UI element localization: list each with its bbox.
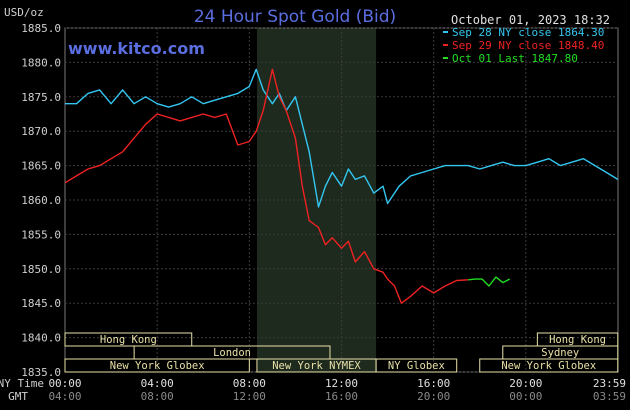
y-tick-label: 1885.0 [21, 22, 61, 35]
session-box [479, 358, 619, 373]
gmt-tick-label: 04:00 [48, 390, 81, 403]
session-label: NY Globex [388, 360, 445, 372]
gmt-tick-label: 20:00 [417, 390, 450, 403]
ny-time-tick-label: 23:59 [593, 377, 626, 390]
y-tick-label: 1850.0 [21, 263, 61, 276]
ny-time-tick-label: 20:00 [509, 377, 542, 390]
ny-time-tick-label: 08:00 [233, 377, 266, 390]
y-tick-label: 1845.0 [21, 297, 61, 310]
session-box [64, 332, 193, 347]
session-label: New York Globex [501, 360, 596, 372]
site-watermark: www.kitco.com [68, 39, 205, 58]
ny-time-tick-label: 12:00 [325, 377, 358, 390]
legend-entry: Oct 01 Last 1847.80 [452, 52, 578, 65]
ny-time-tick-label: 00:00 [48, 377, 81, 390]
session-label: Hong Kong [549, 334, 606, 346]
legend-entry: Sep 28 NY close 1864.30 [452, 26, 604, 39]
gmt-tick-label: 16:00 [325, 390, 358, 403]
session-label: London [213, 347, 251, 359]
y-tick-label: 1880.0 [21, 56, 61, 69]
session-label: Sydney [541, 347, 579, 359]
y-tick-label: 1870.0 [21, 125, 61, 138]
timestamp-label: October 01, 2023 18:32 [451, 13, 610, 27]
ny-time-axis-label: NY Time [0, 377, 44, 390]
legend-entry: Sep 29 NY close 1848.40 [452, 39, 604, 52]
series-line-1 [65, 68, 619, 208]
chart-title: 24 Hour Spot Gold (Bid) [194, 7, 396, 27]
y-tick-label: 1835.0 [21, 366, 61, 379]
gmt-tick-label: 12:00 [233, 390, 266, 403]
ny-time-tick-label: 04:00 [141, 377, 174, 390]
y-tick-label: 1860.0 [21, 194, 61, 207]
session-label: New York Globex [110, 360, 205, 372]
session-box [64, 358, 250, 373]
series-line-3 [468, 276, 511, 287]
gmt-axis-label: GMT [8, 390, 28, 403]
series-line-2 [64, 68, 469, 304]
session-label: New York NYMEX [272, 360, 361, 372]
ny-time-tick-label: 16:00 [417, 377, 450, 390]
session-label: Hong Kong [100, 334, 157, 346]
y-tick-label: 1865.0 [21, 160, 61, 173]
session-box [375, 358, 458, 373]
y-tick-label: 1875.0 [21, 91, 61, 104]
y-tick-label: 1840.0 [21, 332, 61, 345]
gmt-tick-label: 00:00 [509, 390, 542, 403]
y-tick-label: 1855.0 [21, 228, 61, 241]
gmt-tick-label: 03:59 [593, 390, 626, 403]
gmt-tick-label: 08:00 [141, 390, 174, 403]
unit-label: USD/oz [4, 6, 44, 19]
